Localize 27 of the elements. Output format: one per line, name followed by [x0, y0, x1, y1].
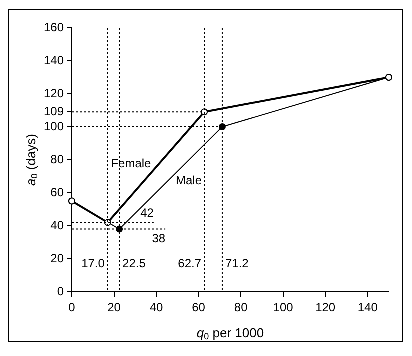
- ref-line-label: 71.2: [225, 256, 250, 270]
- ref-line-label: 38: [152, 232, 166, 246]
- y-tick-label: 40: [50, 218, 64, 232]
- x-tick-label: 0: [68, 300, 76, 315]
- x-tick-label: 60: [192, 300, 206, 315]
- y-tick-label: 160: [44, 20, 64, 34]
- x-tick-label: 80: [234, 300, 248, 315]
- y-tick-label: 100: [44, 119, 64, 134]
- series-label: Male: [176, 173, 202, 188]
- x-tick-label: 20: [108, 300, 122, 315]
- ref-line-label: 22.5: [122, 256, 146, 270]
- y-axis-title: a0 (days): [24, 134, 40, 186]
- ref-line-label: 42: [140, 206, 154, 220]
- y-tick-label: 120: [44, 86, 64, 100]
- y-tick-label: 20: [50, 251, 64, 266]
- x-tick-label: 120: [316, 300, 336, 315]
- x-tick-label: 140: [358, 300, 378, 315]
- y-tick-label: 140: [44, 53, 64, 68]
- ref-line-label: 62.7: [178, 256, 202, 270]
- y-tick-label: 60: [50, 185, 64, 200]
- y-tick-label: 80: [50, 152, 64, 166]
- x-tick-label: 100: [273, 300, 294, 315]
- ref-line-label: 17.0: [82, 256, 106, 270]
- y-tick-label: 0: [57, 284, 64, 298]
- x-tick-label: 40: [150, 300, 164, 315]
- series-label: Female: [111, 156, 152, 171]
- y-tick-label: 109: [44, 104, 64, 118]
